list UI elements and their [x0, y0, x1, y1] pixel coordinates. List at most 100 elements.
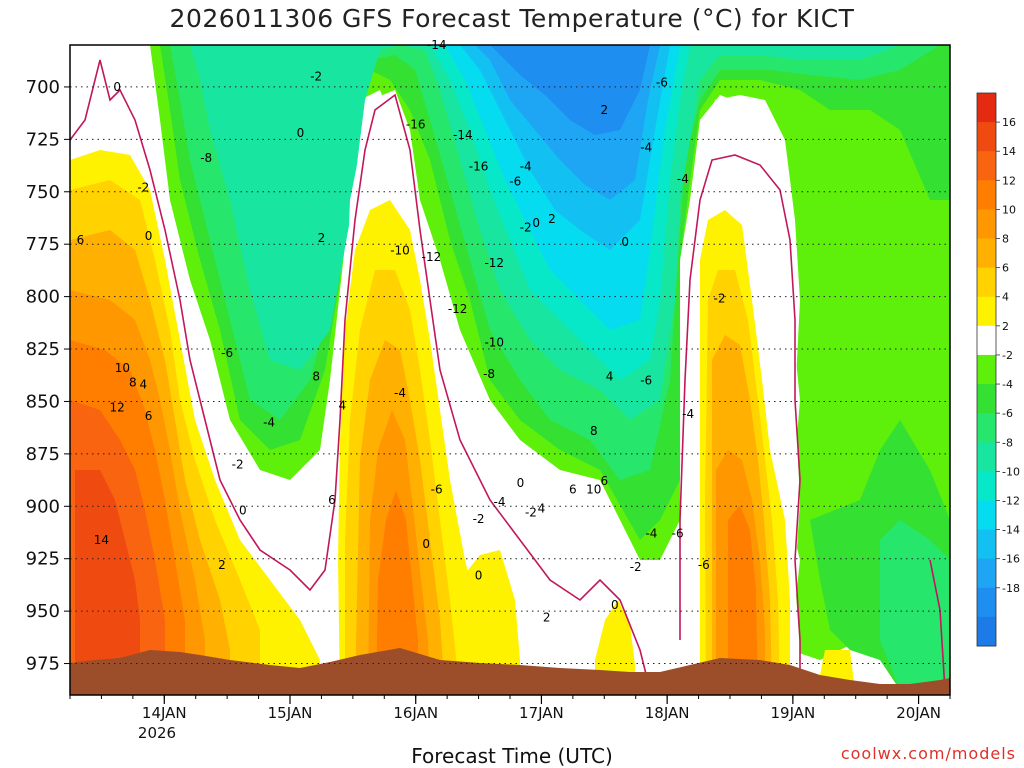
legend-swatch	[977, 529, 996, 560]
legend-labels: 16 14 12 10 8 6 4 2 -2 -4 -6 -8 -10 -12 -14 -16 -18	[996, 116, 1020, 595]
contour-label: 12	[110, 401, 125, 415]
contour-label: -12	[422, 250, 442, 264]
contour-label: 0	[113, 80, 121, 94]
contour-label: -2	[232, 457, 244, 471]
contour-label: 8	[312, 369, 320, 383]
legend-swatch	[977, 413, 996, 443]
field-warm-left-14	[75, 470, 140, 695]
legend-label: -16	[1002, 553, 1020, 566]
contour-label: 4	[339, 399, 347, 413]
contour-label: -2	[525, 506, 537, 520]
legend-swatch	[977, 587, 996, 618]
legend-label: 8	[1002, 233, 1009, 246]
contour-label: 0	[297, 126, 305, 140]
contour-label: -2	[714, 292, 726, 306]
contour-label: -6	[672, 527, 684, 541]
x-tick-label: 19JAN	[770, 704, 815, 722]
contour-label: 2	[218, 558, 226, 572]
x-tick-label: 20JAN	[896, 704, 941, 722]
contour-label: 0	[532, 216, 540, 230]
contour-label: -4	[263, 415, 275, 429]
contour-label: -10	[390, 243, 410, 257]
contour-label: -6	[656, 76, 668, 90]
legend-swatch	[977, 296, 996, 327]
contour-label: -10	[484, 336, 504, 350]
legend-swatch	[977, 238, 996, 269]
legend-swatch	[977, 442, 996, 472]
x-tick-label: 16JAN	[393, 704, 438, 722]
legend-swatch	[977, 354, 996, 385]
contour-label: -6	[698, 558, 710, 572]
y-tick-label: 975	[26, 654, 60, 675]
y-tick-label: 775	[26, 234, 60, 255]
contour-label: -4	[645, 527, 657, 541]
contour-label: -12	[448, 302, 468, 316]
contour-label: -6	[431, 483, 443, 497]
contour-label: 14	[94, 533, 109, 547]
x-tick-label: 18JAN	[645, 704, 690, 722]
contour-label: -2	[310, 69, 322, 83]
contour-label: 4	[140, 378, 148, 392]
legend-swatch	[977, 267, 996, 298]
contour-label: 2	[548, 212, 556, 226]
contour-label: 0	[475, 568, 483, 582]
contour-label: -8	[483, 367, 495, 381]
contour-label: -4	[677, 172, 689, 186]
y-tick-label: 850	[26, 391, 60, 412]
legend-colorbar	[977, 93, 996, 647]
contour-label: 6	[600, 474, 608, 488]
field-minus6b	[880, 520, 950, 690]
contour-label: 0	[611, 598, 619, 612]
zero-contours	[70, 59, 946, 691]
legend-label: -2	[1002, 349, 1013, 362]
chart-title: 2026011306 GFS Forecast Temperature (°C)…	[169, 4, 855, 33]
legend-swatch	[977, 384, 996, 414]
y-tick-label: 800	[26, 287, 60, 308]
contour-label: 0	[239, 503, 247, 517]
legend-label: 10	[1002, 203, 1016, 216]
contour-label: -6	[221, 346, 233, 360]
gridlines	[70, 86, 950, 665]
contour-label: -14	[453, 128, 473, 142]
y-tick-label: 925	[26, 549, 60, 570]
y-tick-label: 750	[26, 182, 60, 203]
legend-label: 12	[1002, 174, 1016, 187]
y-tick-label: 725	[26, 129, 60, 150]
plot-area	[70, 45, 950, 695]
credit-link[interactable]: coolwx.com/models	[840, 744, 1016, 763]
legend-label: -14	[1002, 524, 1020, 537]
legend-label: -4	[1002, 378, 1013, 391]
contour-label: -8	[200, 151, 212, 165]
legend-swatch	[977, 471, 996, 501]
legend-swatch	[977, 325, 996, 356]
contour-label: -16	[469, 160, 489, 174]
legend-swatch	[977, 209, 996, 240]
terrain	[70, 648, 950, 695]
legend-swatch	[977, 151, 996, 181]
contour-label: -4	[394, 386, 406, 400]
contour-label: 6	[145, 409, 153, 423]
contour-label: -2	[473, 512, 485, 526]
contour-label: -4	[520, 160, 532, 174]
contour-label: -2	[630, 560, 642, 574]
contour-label: -4	[494, 495, 506, 509]
x-axis: 14JAN 15JAN 16JAN 17JAN 18JAN 19JAN 20JAN	[69, 695, 951, 722]
contour-label: -6	[640, 373, 652, 387]
contour-label: 4	[538, 501, 546, 515]
legend-swatch	[977, 93, 996, 123]
legend-border	[976, 92, 997, 647]
x-year-label: 2026	[138, 724, 176, 742]
y-tick-label: 875	[26, 444, 60, 465]
legend-swatch	[977, 122, 996, 152]
contour-label: 10	[586, 483, 601, 497]
legend-label: -6	[1002, 407, 1013, 420]
contour-label: -4	[640, 141, 652, 155]
contour-label: -4	[682, 407, 694, 421]
y-tick-label: 900	[26, 496, 60, 517]
legend-swatch	[977, 558, 996, 589]
legend-label: 16	[1002, 116, 1016, 129]
contour-label: 2	[543, 610, 551, 624]
contour-label: 0	[422, 537, 430, 551]
x-tick-label: 14JAN	[142, 704, 187, 722]
